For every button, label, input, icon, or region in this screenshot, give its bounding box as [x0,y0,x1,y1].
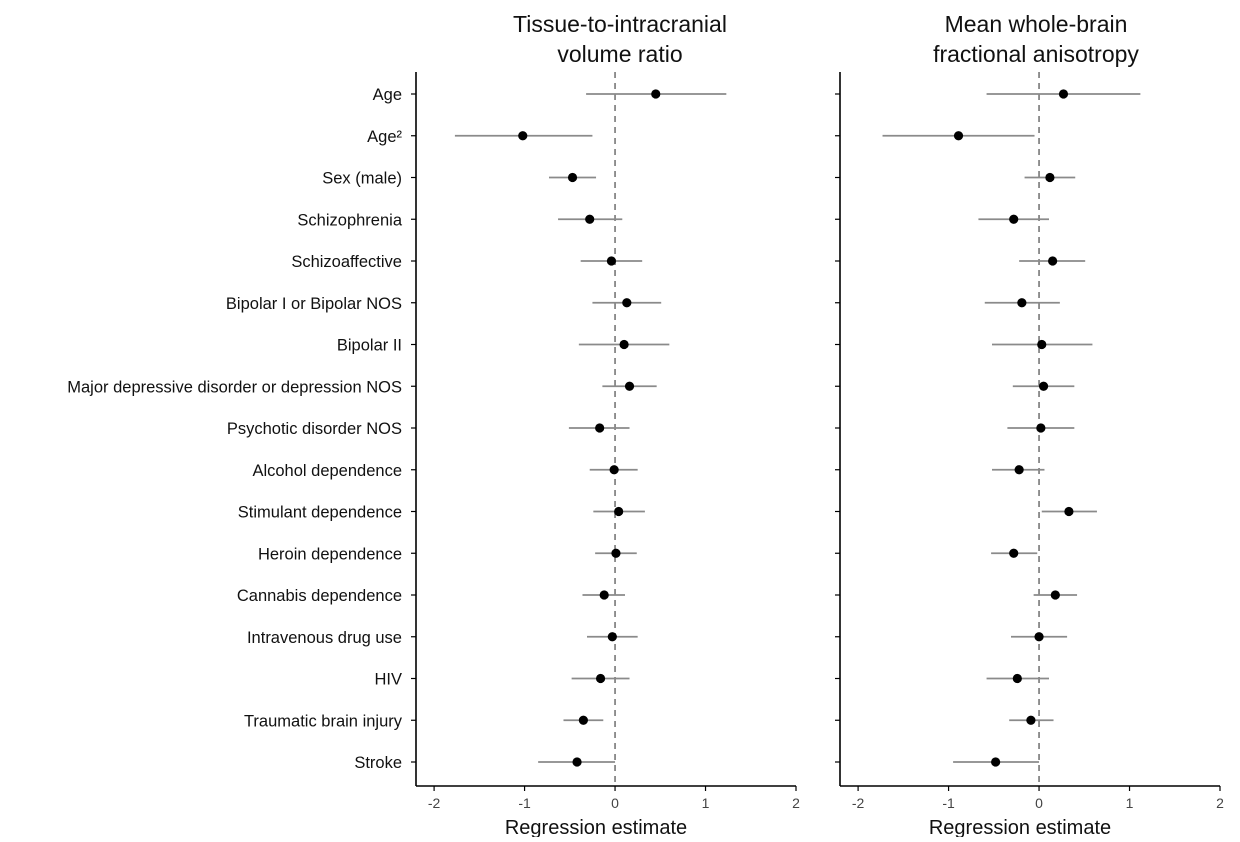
x-tick-label: -1 [942,795,955,811]
row-label: Alcohol dependence [252,462,402,480]
estimate-point [1048,256,1058,266]
estimate-point [1064,506,1074,517]
row-label: Schizophrenia [297,211,402,229]
panel-title-line: Mean whole-brain [945,11,1128,37]
estimate-point [1050,590,1060,600]
x-axis-title: Regression estimate [929,817,1111,837]
estimate-point [1009,548,1019,558]
estimate-point [619,339,629,350]
x-tick-label: 0 [611,795,619,811]
estimate-point [624,381,635,391]
estimate-point [622,298,632,308]
row-label: Age² [367,128,402,146]
row-label: Schizoaffective [291,253,402,271]
estimate-point [607,632,617,642]
estimate-point [606,256,617,266]
panel-title-line: fractional anisotropy [933,41,1139,67]
row-label: Cannabis dependence [237,587,402,605]
row-label: Intravenous drug use [247,629,402,647]
row-label: Bipolar II [337,337,402,355]
estimate-point [1009,214,1019,224]
x-tick-label: 2 [792,795,800,811]
row-label: Psychotic disorder NOS [227,420,402,438]
x-tick-label: -1 [518,795,531,811]
row-label: HIV [374,671,402,689]
estimate-point [595,423,605,433]
estimate-point [585,214,595,224]
estimate-point [991,757,1001,767]
x-axis-title: Regression estimate [505,817,687,837]
row-label: Stimulant dependence [238,504,402,522]
estimate-point [1017,298,1027,308]
estimate-point [651,89,661,99]
panel-2: Mean whole-brain fractional anisotropy -2 -… [835,11,1224,839]
estimate-point [1014,465,1024,475]
estimate-point [614,506,624,517]
estimate-point [609,465,619,475]
estimate-point [1037,339,1047,350]
estimate-point [1026,715,1036,725]
estimate-point [1058,89,1069,99]
row-label: Traumatic brain injury [244,712,403,730]
panel-title-line: Tissue-to-intracranial [513,11,727,37]
x-tick-label: 1 [1126,795,1134,811]
estimate-point [595,673,606,684]
panel-1: Tissue-to-intracranial volume ratio -2 -1 0 1… [411,11,800,839]
x-tick-label: 0 [1035,795,1043,811]
estimate-point [599,590,609,600]
row-label: Stroke [354,754,402,772]
estimate-point [578,715,588,725]
estimate-point [953,131,964,141]
estimate-point [567,172,578,183]
x-tick-label: -2 [428,795,441,811]
row-label: Age [373,86,402,104]
x-tick-label: 1 [702,795,710,811]
row-label: Sex (male) [322,170,402,188]
row-label: Major depressive disorder or depression … [67,378,402,396]
estimate-point [518,131,528,141]
estimate-point [1034,632,1044,642]
row-label: Bipolar I or Bipolar NOS [226,295,402,313]
x-tick-label: 2 [1216,795,1224,811]
estimate-point [1036,423,1046,433]
estimate-point [572,757,582,767]
row-label: Heroin dependence [258,545,402,563]
estimate-point [611,548,621,558]
estimate-point [1038,381,1049,391]
x-tick-label: -2 [852,795,865,811]
estimate-point [1012,673,1022,684]
panel-title-line: volume ratio [557,41,682,67]
estimate-point [1045,172,1055,183]
